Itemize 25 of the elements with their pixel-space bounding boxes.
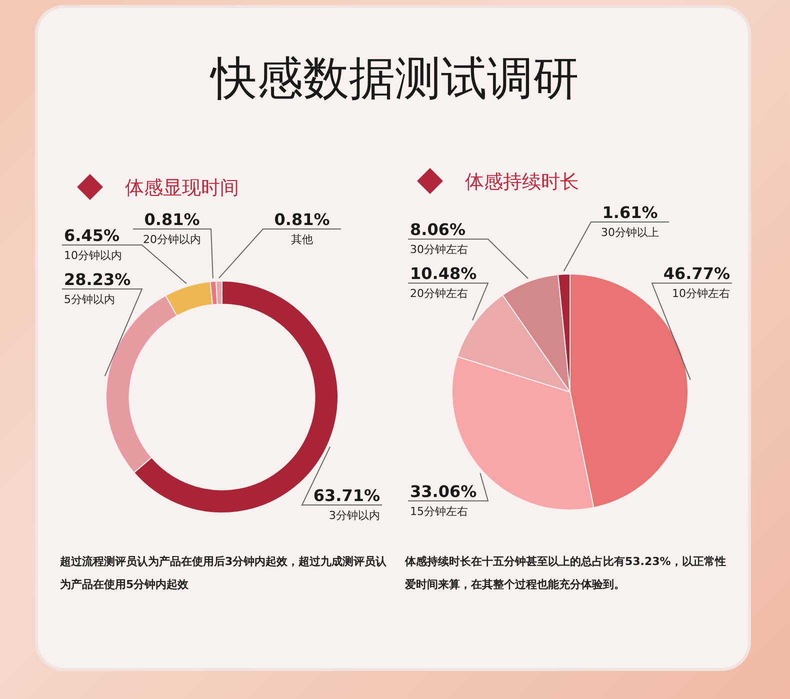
data-label: 10.48% [410, 264, 477, 284]
data-label: 46.77% [663, 264, 730, 284]
text: 超过流程测评员认为产品在使用后3分钟内起效，超过九成测评员认为产品在使用5分钟内起效 [60, 554, 388, 593]
slice-label: 5分钟以内 [64, 293, 115, 306]
slice-label: 20分钟以内 [143, 233, 201, 246]
chart-subtitle: 体感持续时长 [465, 171, 579, 193]
slice-label: 15分钟左右 [410, 504, 468, 518]
data-label: 0.81% [144, 210, 200, 229]
slice-label: 10分钟左右 [672, 287, 730, 300]
slice-label: 3分钟以内 [329, 509, 380, 522]
data-label: 6.45% [64, 226, 120, 245]
data-label: 63.71% [313, 486, 380, 505]
data-label: 33.06% [410, 482, 477, 501]
slice-label: 10分钟以内 [64, 249, 122, 262]
data-label: 0.81% [274, 210, 330, 229]
chart-title: 快感数据测试调研 [208, 50, 580, 107]
chart-subtitle: 体感显现时间 [125, 177, 239, 199]
slice-label: 20分钟左右 [410, 287, 468, 300]
data-label: 8.06% [410, 220, 466, 240]
slice-label: 30分钟以上 [601, 226, 659, 239]
data-label: 28.23% [64, 270, 131, 289]
data-label: 1.61% [602, 203, 658, 222]
slice-label: 30分钟左右 [410, 243, 468, 256]
slice-label: 其他 [291, 233, 313, 246]
text: 体感持续时长在十五分钟甚至以上的总占比有53.23%，以正常性爱时间来算，在其整个过程也能充分体验到。 [405, 554, 727, 593]
